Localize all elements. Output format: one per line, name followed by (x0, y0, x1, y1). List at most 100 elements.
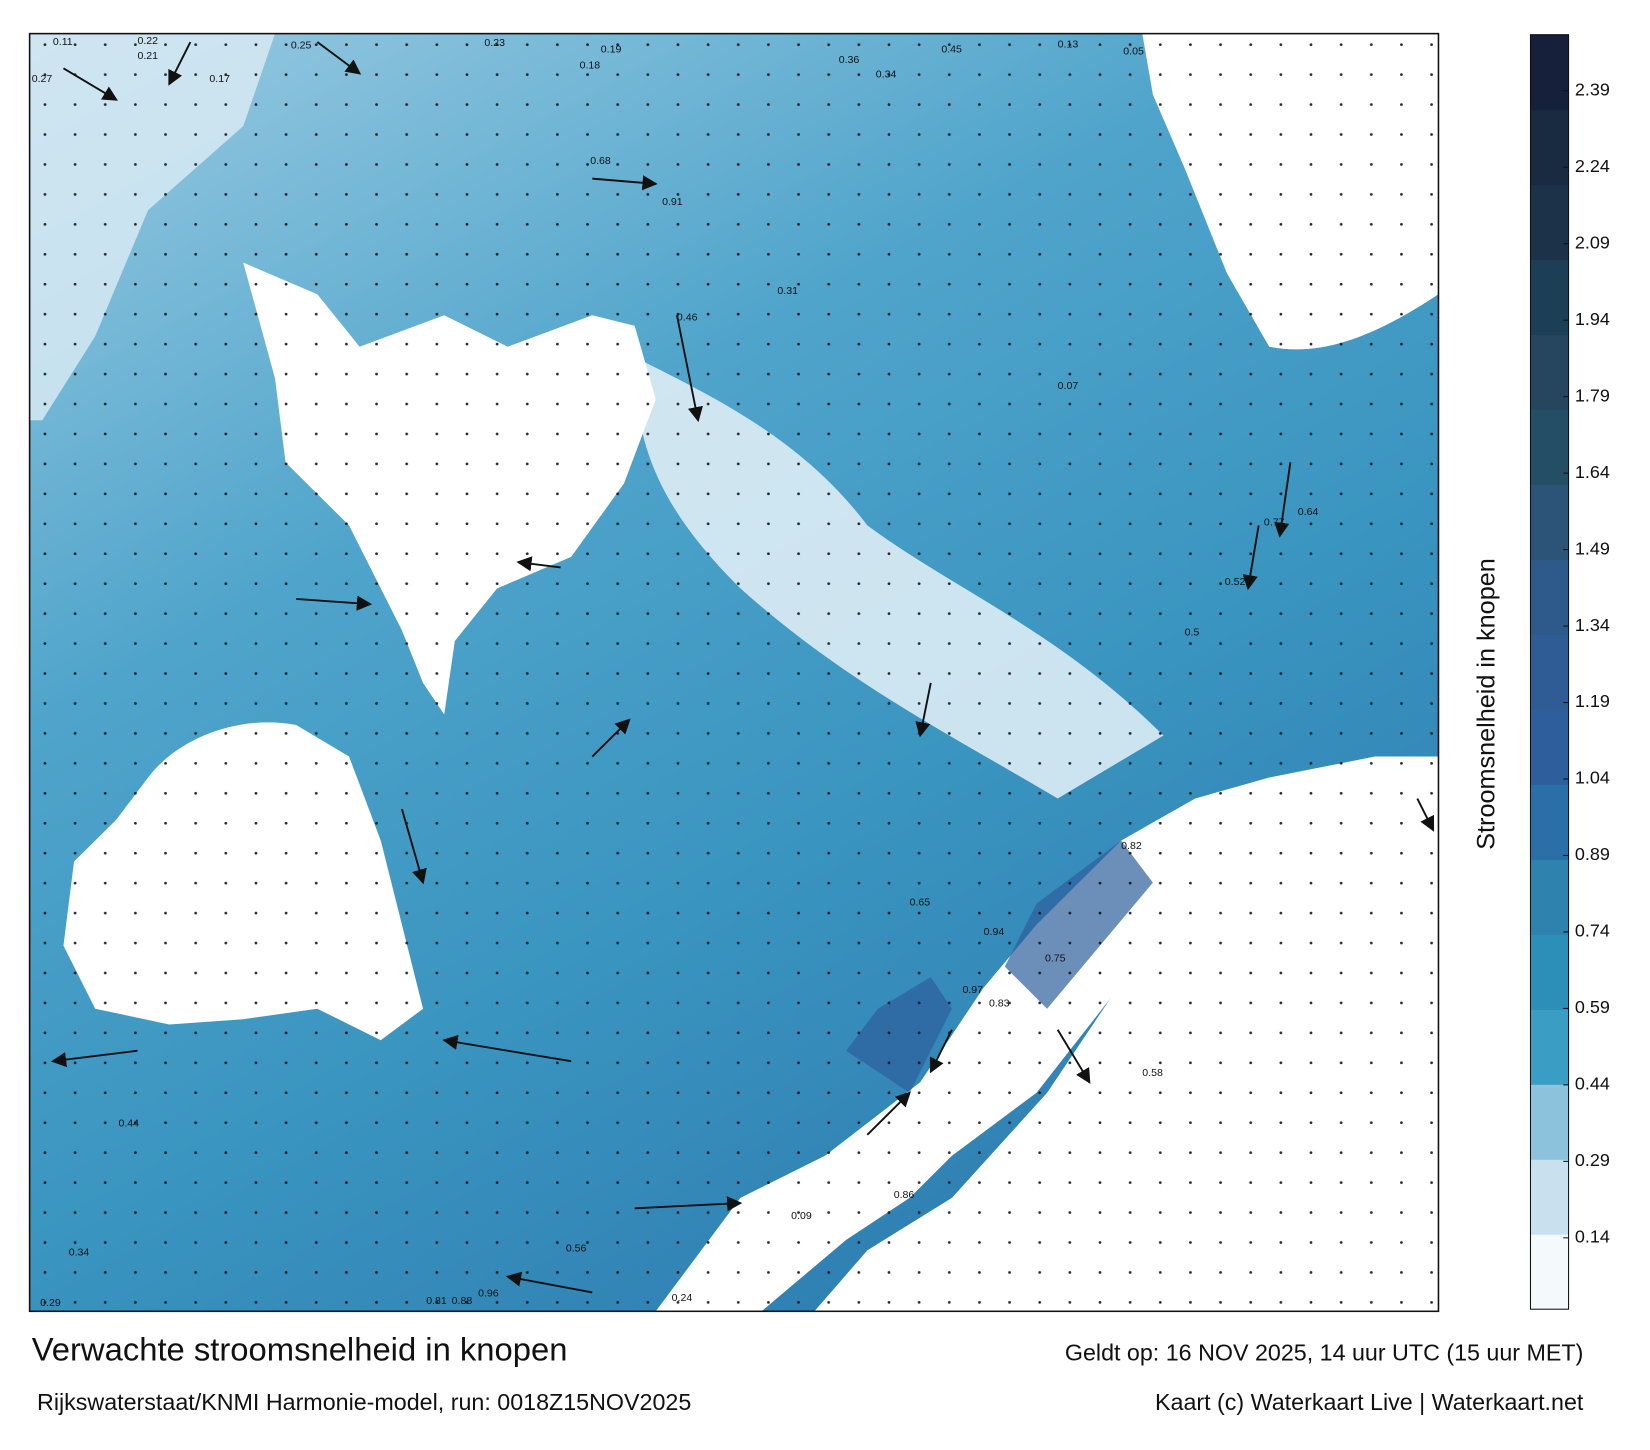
vector-label: 0.82 (1121, 840, 1142, 852)
vector-label: 0.13 (1058, 38, 1079, 50)
colorbar-label: Stroomsnelheid in knopen (1472, 558, 1500, 850)
colorbar-tick-label: 1.64 (1575, 462, 1610, 482)
vector-label: 0.23 (484, 37, 505, 49)
colorbar-tick-label: 2.24 (1575, 156, 1610, 176)
vector-label: 0.45 (941, 44, 962, 56)
vector-label: 0.52 (1225, 576, 1246, 588)
vector-label: 0.94 (984, 926, 1005, 938)
vector-label: 0.77 (1264, 516, 1285, 528)
map: 0.11 0.22 0.21 0.27 0.25 0.23 0.19 0.36 … (29, 33, 1439, 1312)
colorbar-tick-label: 0.29 (1575, 1150, 1610, 1170)
vector-label: 0.34 (876, 69, 897, 81)
vector-label: 0.46 (677, 312, 698, 324)
color-band (1530, 859, 1569, 935)
arrow (915, 682, 932, 738)
color-band (1530, 1084, 1569, 1160)
vector-label: 0.27 (32, 73, 53, 85)
vector-label: 0.5 (1185, 627, 1200, 639)
grid-dots (29, 33, 1439, 1312)
color-band (1530, 1009, 1569, 1085)
colorbar-tick-label: 0.74 (1575, 921, 1610, 941)
arrow (516, 556, 561, 572)
color-band (1530, 109, 1569, 186)
vector-label: 0.88 (452, 1295, 473, 1307)
color-band (1530, 559, 1569, 635)
colorbar-frame (1529, 34, 1570, 1310)
color-band (1530, 259, 1569, 336)
vector-label: 0.97 (963, 984, 984, 996)
title: Verwachte stroomsnelheid in knopen (32, 1331, 568, 1368)
vector-label: 0.86 (894, 1189, 915, 1201)
vector-label: 0.81 (426, 1295, 447, 1307)
color-band (1530, 709, 1569, 785)
vector-label: 0.64 (1298, 506, 1319, 518)
arrow (505, 1271, 593, 1294)
color-band (1530, 484, 1569, 561)
colorbar-tick-label: 0.14 (1575, 1227, 1610, 1247)
arrow (591, 718, 631, 758)
colorbar-tick-label: 1.04 (1575, 768, 1610, 788)
arrow (401, 808, 427, 885)
color-band (1530, 1234, 1569, 1310)
current-arrows (50, 41, 1435, 1294)
vector-label: 0.31 (777, 285, 798, 297)
vector-label: 0.07 (1058, 380, 1079, 392)
valid-time: Geldt op: 16 NOV 2025, 14 uur UTC (15 uu… (1065, 1340, 1584, 1366)
vector-label: 0.09 (791, 1210, 812, 1222)
vector-label: 0.21 (138, 50, 159, 62)
credit: Kaart (c) Waterkaart Live | Waterkaart.n… (1155, 1389, 1584, 1415)
arrow (50, 1049, 138, 1068)
colorbar-tick-label: 0.44 (1575, 1074, 1610, 1094)
arrow (634, 1196, 743, 1212)
colorbar: 0.14 0.29 0.44 0.59 0.74 0.89 1.04 1.19 1.34 1.49… (1529, 34, 1610, 1310)
arrow (675, 315, 703, 423)
vector-label: 0.24 (672, 1292, 693, 1304)
color-band (1530, 409, 1569, 486)
arrow (168, 41, 192, 86)
vector-label: 0.83 (989, 998, 1010, 1010)
color-band (1530, 334, 1569, 411)
vector-label: 0.11 (53, 36, 73, 48)
color-band (1530, 634, 1569, 710)
colorbar-tick-label: 0.89 (1575, 844, 1610, 864)
color-band (1530, 184, 1569, 261)
colorbar-tick-label: 1.19 (1575, 691, 1610, 711)
vector-label: 0.75 (1045, 952, 1066, 964)
color-band (1530, 34, 1569, 111)
vector-label: 0.19 (601, 44, 622, 56)
colorbar-tick-label: 1.94 (1575, 309, 1610, 329)
map-labels: 0.11 0.22 0.21 0.27 0.25 0.23 0.19 0.36 … (32, 35, 1319, 1309)
vector-label: 0.65 (910, 897, 931, 909)
color-band (1530, 1159, 1569, 1235)
arrow (1056, 1029, 1091, 1084)
vector-label: 0.34 (69, 1247, 90, 1259)
vector-label: 0.17 (209, 73, 230, 85)
arrow (1274, 462, 1292, 538)
arrow (592, 175, 658, 191)
arrow (296, 595, 373, 611)
arrow (62, 67, 118, 101)
vector-label: 0.25 (291, 39, 312, 51)
colorbar-tick-label: 1.49 (1575, 538, 1610, 558)
colorbar-tick-label: 0.59 (1575, 997, 1610, 1017)
vector-label: 0.96 (478, 1288, 499, 1300)
arrow (1416, 798, 1435, 832)
arrow (316, 41, 362, 75)
vector-label: 0.05 (1123, 46, 1144, 58)
vector-label: 0.91 (662, 196, 683, 208)
colorbar-tick-label: 2.09 (1575, 232, 1610, 252)
arrow (866, 1091, 911, 1136)
arrow (1242, 525, 1260, 591)
color-band (1530, 934, 1569, 1010)
color-band (1530, 784, 1569, 860)
vector-label: 0.58 (1142, 1067, 1163, 1079)
colorbar-tick-label: 1.79 (1575, 385, 1610, 405)
vector-label: 0.29 (40, 1297, 61, 1309)
arrow (442, 1034, 572, 1063)
map-frame (28, 32, 1440, 1313)
vector-label: 0.56 (566, 1242, 587, 1254)
colorbar-tick-label: 1.34 (1575, 615, 1610, 635)
vector-label: 0.18 (580, 59, 601, 71)
